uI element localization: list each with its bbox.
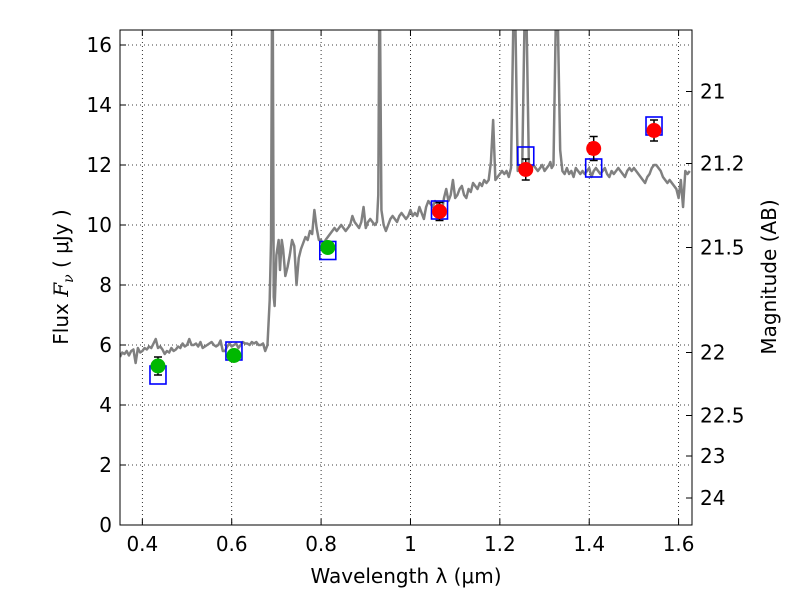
y2-tick-label: 22.5 [700,404,745,428]
optical-point [226,348,242,363]
x-tick-label: 0.8 [305,532,337,556]
x-tick-label: 1 [404,532,417,556]
y2-tick-label: 21 [700,80,725,104]
plot-background [120,30,692,525]
optical-point [320,240,336,255]
y2-tick-label: 21.2 [700,152,745,176]
y-tick-label: 16 [87,33,112,57]
y-tick-label: 8 [99,273,112,297]
nir-point [586,141,602,156]
plot-frame [119,29,693,526]
data-markers [150,119,662,376]
x-tick-label: 0.6 [216,532,248,556]
x-tick-label: 1.2 [484,532,516,556]
y2-axis-title: Magnitude (AB) [757,199,781,354]
nir-point [518,162,534,177]
y-tick-label: 2 [99,453,112,477]
y-tick-label: 4 [99,393,112,417]
y-axis: 0 2 4 6 8 10 12 14 16 [87,33,126,537]
x-tick-label: 1.6 [663,532,695,556]
x-axis: 0.4 0.6 0.8 1 1.2 1.4 1.6 [126,30,695,556]
y-tick-label: 10 [87,213,112,237]
nir-point [646,123,662,138]
x-axis-title: Wavelength λ (μm) [310,564,501,588]
y-tick-label: 12 [87,153,112,177]
nir-point [432,204,448,219]
x-tick-label: 1.4 [573,532,605,556]
y2-tick-label: 23 [700,444,725,468]
y-axis-title: Flux Fν ( μJy ) [49,209,77,344]
plot-area [120,30,691,385]
y2-tick-label: 22 [700,341,725,365]
y-tick-label: 0 [99,513,112,537]
y2-tick-label: 21.5 [700,236,745,260]
y2-tick-label: 24 [700,486,725,510]
y2-axis: 21 21.2 21.5 22 22.5 23 24 [686,80,745,510]
optical-point [150,358,166,374]
y-tick-label: 14 [87,93,112,117]
x-tick-label: 0.4 [126,532,158,556]
y-tick-label: 6 [99,333,112,357]
